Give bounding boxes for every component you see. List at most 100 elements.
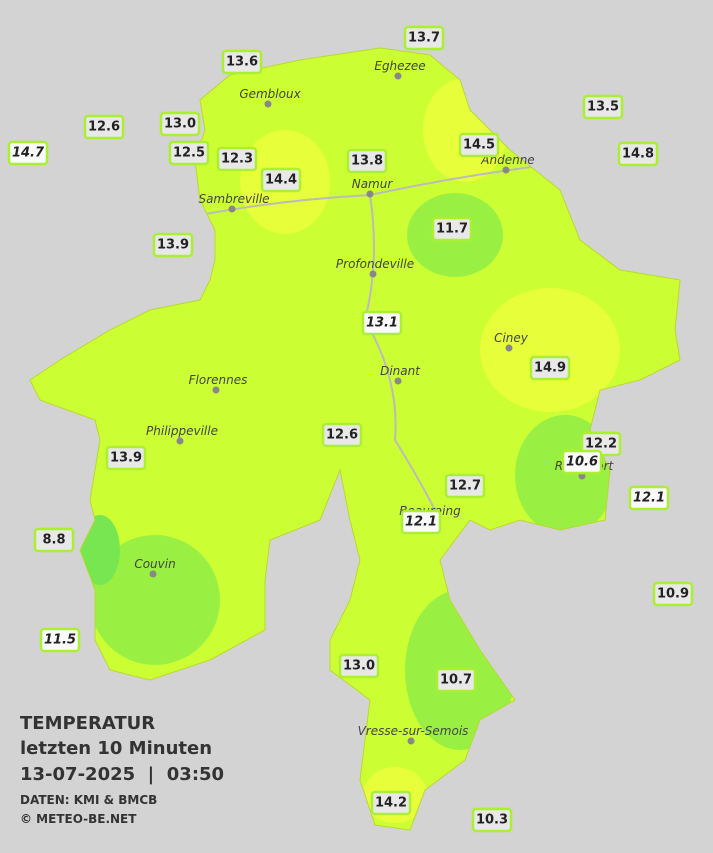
station-value: 12.1 xyxy=(405,515,437,530)
legend-title: TEMPERATUR xyxy=(20,713,155,734)
labels: EghezeeGemblouxNamurSambrevilleAndennePr… xyxy=(7,25,694,833)
station-value: 12.6 xyxy=(88,120,120,135)
station: 12.3 xyxy=(216,146,258,172)
legend-datetime: 13-07-2025 | 03:50 xyxy=(20,764,224,785)
station-value: 12.6 xyxy=(326,428,358,443)
station: 13.0 xyxy=(338,653,380,679)
station: 10.3 xyxy=(471,807,513,833)
station-value: 14.8 xyxy=(622,147,654,162)
station-box xyxy=(361,310,403,336)
station-box xyxy=(39,627,81,653)
station-value: 14.2 xyxy=(375,796,407,811)
station: 13.9 xyxy=(105,445,147,471)
station-value: 13.8 xyxy=(351,154,383,169)
station: 12.1 xyxy=(400,509,442,535)
station: 12.5 xyxy=(168,140,210,166)
city-dot xyxy=(149,570,157,578)
station-value: 13.9 xyxy=(157,238,189,253)
station: 14.9 xyxy=(529,355,571,381)
station-box xyxy=(652,581,694,607)
station-box xyxy=(403,25,445,51)
city-dot xyxy=(502,166,510,174)
station-box xyxy=(529,355,571,381)
station-box xyxy=(260,167,302,193)
station: 14.5 xyxy=(458,132,500,158)
station: 10.6 xyxy=(561,449,603,475)
station: 12.6 xyxy=(321,422,363,448)
station-box xyxy=(471,807,513,833)
station-value: 14.4 xyxy=(265,173,297,188)
station: 12.1 xyxy=(628,485,670,511)
city-dot xyxy=(264,100,272,108)
station: 13.6 xyxy=(221,49,263,75)
station-box xyxy=(221,49,263,75)
city-label: Gembloux xyxy=(239,87,301,101)
station-value: 14.5 xyxy=(463,138,495,153)
station-value: 12.3 xyxy=(221,152,253,167)
station-box xyxy=(159,111,201,137)
station-box xyxy=(83,114,125,140)
station-box xyxy=(582,94,624,120)
station-value: 13.1 xyxy=(366,316,398,331)
station-value: 13.0 xyxy=(164,117,196,132)
city-dot xyxy=(369,270,377,278)
station-value: 12.7 xyxy=(449,479,481,494)
station-box xyxy=(321,422,363,448)
station-box xyxy=(628,485,670,511)
station-box xyxy=(338,653,380,679)
station: 13.1 xyxy=(361,310,403,336)
city-label: Profondeville xyxy=(336,257,414,271)
station: 13.7 xyxy=(403,25,445,51)
city-dot xyxy=(505,344,513,352)
city-label: Couvin xyxy=(134,557,175,571)
city-label: Eghezee xyxy=(374,59,425,73)
station-value: 12.2 xyxy=(585,437,617,452)
legend-source: DATEN: KMI & BMCB xyxy=(20,793,157,807)
station-value: 14.7 xyxy=(12,146,45,161)
station-box xyxy=(105,445,147,471)
station-box xyxy=(431,216,473,242)
station-box xyxy=(561,449,603,475)
station-value: 13.7 xyxy=(408,31,440,46)
city-dot xyxy=(176,437,184,445)
station: 11.7 xyxy=(431,216,473,242)
station: 12.2 xyxy=(580,431,622,457)
station: 10.7 xyxy=(435,667,477,693)
city-label: Namur xyxy=(352,177,394,191)
station-value: 11.5 xyxy=(44,633,76,648)
station: 13.5 xyxy=(582,94,624,120)
station-value: 8.8 xyxy=(42,533,65,548)
station: 13.9 xyxy=(152,232,194,258)
station: 14.8 xyxy=(617,141,659,167)
station: 8.8 xyxy=(33,527,75,553)
legend-subtitle: letzten 10 Minuten xyxy=(20,738,212,759)
city-label: Dinant xyxy=(380,364,421,378)
station: 10.9 xyxy=(652,581,694,607)
station-value: 10.9 xyxy=(657,587,689,602)
city-dot xyxy=(394,377,402,385)
station-box xyxy=(152,232,194,258)
station: 12.6 xyxy=(83,114,125,140)
station: 14.2 xyxy=(370,790,412,816)
station-value: 10.7 xyxy=(440,673,472,688)
station-value: 10.6 xyxy=(566,455,598,470)
station-value: 13.5 xyxy=(587,100,619,115)
station-box xyxy=(7,140,49,166)
station: 13.0 xyxy=(159,111,201,137)
city-label: Florennes xyxy=(189,373,248,387)
city-dot xyxy=(366,190,374,198)
station-box xyxy=(458,132,500,158)
station-box xyxy=(400,509,442,535)
city-dot xyxy=(407,737,415,745)
station-value: 12.5 xyxy=(173,146,205,161)
station-box xyxy=(617,141,659,167)
station: 14.4 xyxy=(260,167,302,193)
city-dot xyxy=(394,72,402,80)
station: 11.5 xyxy=(39,627,81,653)
station-box xyxy=(168,140,210,166)
station-value: 13.6 xyxy=(226,55,258,70)
city-dot xyxy=(228,205,236,213)
station-value: 14.9 xyxy=(534,361,566,376)
station-value: 13.9 xyxy=(110,451,142,466)
station-value: 13.0 xyxy=(343,659,375,674)
